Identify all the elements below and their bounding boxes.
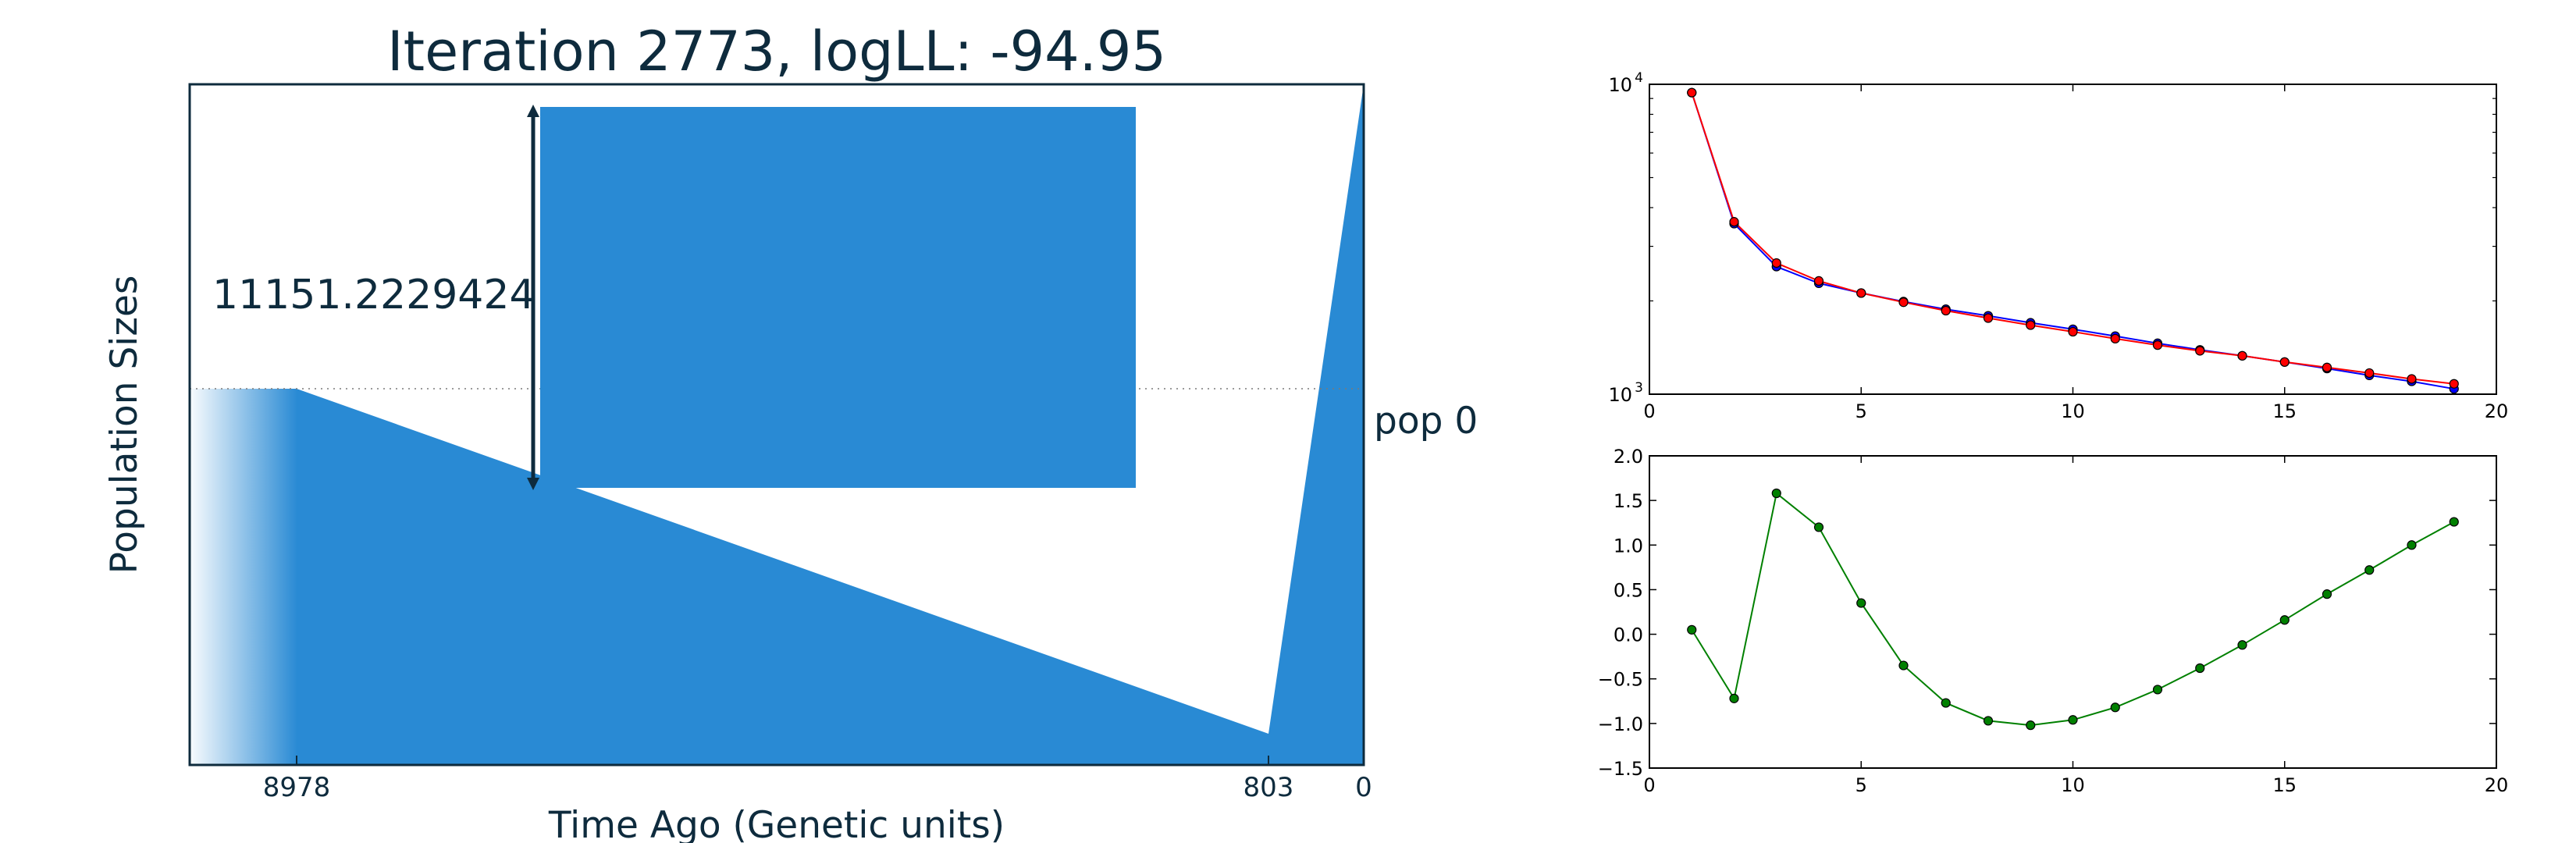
data-point xyxy=(2407,374,2417,384)
data-point xyxy=(2026,320,2036,330)
data-point xyxy=(2110,702,2120,713)
x-tick-label: 20 xyxy=(2485,774,2509,796)
demography-panel: Iteration 2773, logLL: -94.95 11151.2229… xyxy=(103,20,1478,843)
y-tick-label: −1.5 xyxy=(1598,758,1643,780)
y-tick-label: 1.0 xyxy=(1614,535,1643,557)
data-point xyxy=(2449,379,2459,389)
demography-frame xyxy=(188,83,1365,767)
series-line xyxy=(1691,92,2454,385)
scale-value-label: 11151.2229424 xyxy=(212,272,535,318)
y-tick-label: −1.0 xyxy=(1598,713,1643,735)
x-tick-label: 5 xyxy=(1856,774,1867,796)
series-line xyxy=(1691,492,2455,727)
data-point xyxy=(2110,333,2120,344)
data-point xyxy=(2068,326,2078,337)
data-point xyxy=(1941,698,1951,708)
ancient-population-fade xyxy=(190,389,297,765)
data-point xyxy=(2279,615,2290,625)
x-tick-label: 15 xyxy=(2272,400,2297,422)
x-tick-label: 803 xyxy=(1244,772,1294,803)
data-point xyxy=(1983,313,1994,323)
scale-arrow xyxy=(527,105,539,490)
log-chart-frame xyxy=(1649,84,2497,395)
x-tick-label: 5 xyxy=(1856,400,1867,422)
y-tick-label: 0.5 xyxy=(1614,579,1643,601)
data-point xyxy=(2279,357,2290,367)
data-point xyxy=(1856,598,1866,608)
data-point xyxy=(1941,305,1951,316)
x-tick-label: 0 xyxy=(1355,772,1372,803)
data-point xyxy=(1771,488,1781,499)
demography-x-ticks: 8978 803 0 xyxy=(263,756,1372,803)
data-point xyxy=(2152,340,2163,350)
data-point xyxy=(2407,540,2417,550)
y-tick-label: 2.0 xyxy=(1614,446,1643,468)
data-point xyxy=(2449,517,2459,527)
y-tick-label: −0.5 xyxy=(1598,669,1643,691)
x-tick-label: 0 xyxy=(1643,774,1655,796)
data-point xyxy=(1856,288,1866,298)
y-tick-label: 10 xyxy=(1608,384,1632,406)
data-point xyxy=(1729,693,1739,703)
demography-title: Iteration 2773, logLL: -94.95 xyxy=(387,20,1166,84)
data-point xyxy=(2322,362,2332,372)
demography-ylabel: Population Sizes xyxy=(103,276,146,574)
population-shape xyxy=(297,84,1364,765)
data-point xyxy=(2364,368,2375,379)
series-line xyxy=(1691,92,2454,390)
y-tick-label: 10 xyxy=(1608,74,1632,96)
x-tick-label: 15 xyxy=(2272,774,2297,796)
x-tick-label: 10 xyxy=(2061,400,2085,422)
data-point xyxy=(1898,297,1909,308)
data-point xyxy=(1898,660,1909,670)
y-tick-label: 1.5 xyxy=(1614,490,1643,512)
demography-xlabel: Time Ago (Genetic units) xyxy=(548,804,1005,843)
x-tick-label: 10 xyxy=(2061,774,2085,796)
x-tick-label: 0 xyxy=(1643,400,1655,422)
data-point xyxy=(2195,663,2205,674)
x-tick-label: 8978 xyxy=(263,772,331,803)
data-point xyxy=(2026,720,2036,731)
data-point xyxy=(1771,258,1781,269)
data-point xyxy=(2068,715,2078,725)
y-tick-exponent: 3 xyxy=(1635,380,1643,396)
data-point xyxy=(2237,640,2247,650)
data-point xyxy=(1813,276,1824,286)
data-point xyxy=(1687,87,1697,98)
data-point xyxy=(2322,589,2332,599)
data-point xyxy=(1687,624,1697,635)
population-label: pop 0 xyxy=(1374,400,1478,443)
x-tick-label: 20 xyxy=(2485,400,2509,422)
y-tick-label: 0.0 xyxy=(1614,624,1643,646)
y-tick-exponent: 4 xyxy=(1635,70,1643,86)
data-point xyxy=(1983,716,1994,726)
data-point xyxy=(1729,217,1739,227)
data-point xyxy=(2364,565,2375,575)
data-point xyxy=(1813,522,1824,532)
residual-chart: 0 5 10 15 20 2.0 1.5 1.0 0.5 0.0 −0.5 −1.0 −1.5 xyxy=(1598,446,2509,796)
data-point xyxy=(2237,350,2247,361)
scale-inset-box xyxy=(540,107,1136,488)
data-point xyxy=(2195,346,2205,356)
data-point xyxy=(2152,685,2163,695)
